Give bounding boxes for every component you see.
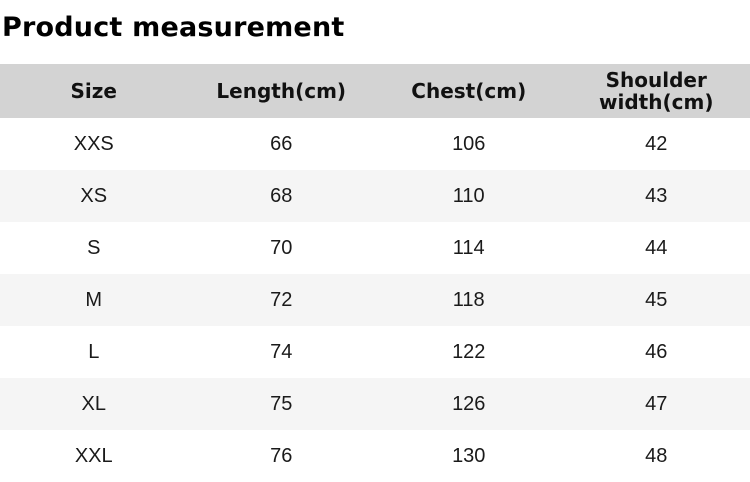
cell-size: XXS [73, 132, 114, 155]
page-title: Product measurement [2, 12, 345, 43]
cell-size: XL [81, 392, 106, 415]
table-row: M 72 118 45 [0, 274, 750, 326]
cell-length: 70 [270, 236, 293, 259]
column-header-size-label: Size [70, 78, 117, 103]
table-row: S 70 114 44 [0, 222, 750, 274]
cell-size: M [85, 288, 103, 311]
column-header-length: Length(cm) [187, 64, 375, 118]
cell-shoulder: 44 [645, 236, 668, 259]
cell-shoulder: 43 [645, 184, 668, 207]
cell-shoulder: 42 [645, 132, 668, 155]
table-row: XL 75 126 47 [0, 378, 750, 430]
cell-chest: 130 [452, 444, 486, 467]
cell-shoulder: 48 [645, 444, 668, 467]
cell-length: 75 [270, 392, 293, 415]
table-row: XXS 66 106 42 [0, 118, 750, 170]
table-body: XXS 66 106 42 XS 68 110 43 S 70 114 44 M… [0, 118, 750, 482]
column-header-length-label: Length(cm) [216, 78, 347, 103]
cell-size: L [88, 340, 100, 363]
table-row: XS 68 110 43 [0, 170, 750, 222]
table-row: XXL 76 130 48 [0, 430, 750, 482]
cell-length: 74 [270, 340, 293, 363]
cell-shoulder: 45 [645, 288, 668, 311]
table-header: Size Length(cm) Chest(cm) Shoulder width… [0, 64, 750, 118]
cell-length: 66 [270, 132, 293, 155]
cell-size: XS [80, 184, 108, 207]
column-header-size: Size [0, 64, 188, 118]
cell-chest: 114 [452, 236, 485, 259]
table-row: L 74 122 46 [0, 326, 750, 378]
cell-chest: 122 [452, 340, 486, 363]
cell-length: 68 [270, 184, 293, 207]
table-header-row: Size Length(cm) Chest(cm) Shoulder width… [0, 64, 750, 118]
column-header-shoulder-label: Shoulder width(cm) [599, 67, 714, 114]
column-header-chest-label: Chest(cm) [411, 78, 527, 103]
measurement-table: Size Length(cm) Chest(cm) Shoulder width… [0, 64, 750, 482]
cell-chest: 118 [452, 288, 485, 311]
cell-chest: 106 [452, 132, 486, 155]
cell-size: S [87, 236, 101, 259]
title-bar: Product measurement [0, 0, 750, 64]
cell-length: 76 [270, 444, 293, 467]
cell-length: 72 [270, 288, 293, 311]
cell-shoulder: 47 [645, 392, 668, 415]
cell-chest: 110 [452, 184, 485, 207]
column-header-shoulder: Shoulder width(cm) [562, 64, 750, 118]
cell-size: XXL [74, 444, 113, 467]
cell-chest: 126 [452, 392, 486, 415]
cell-shoulder: 46 [645, 340, 668, 363]
column-header-chest: Chest(cm) [375, 64, 563, 118]
